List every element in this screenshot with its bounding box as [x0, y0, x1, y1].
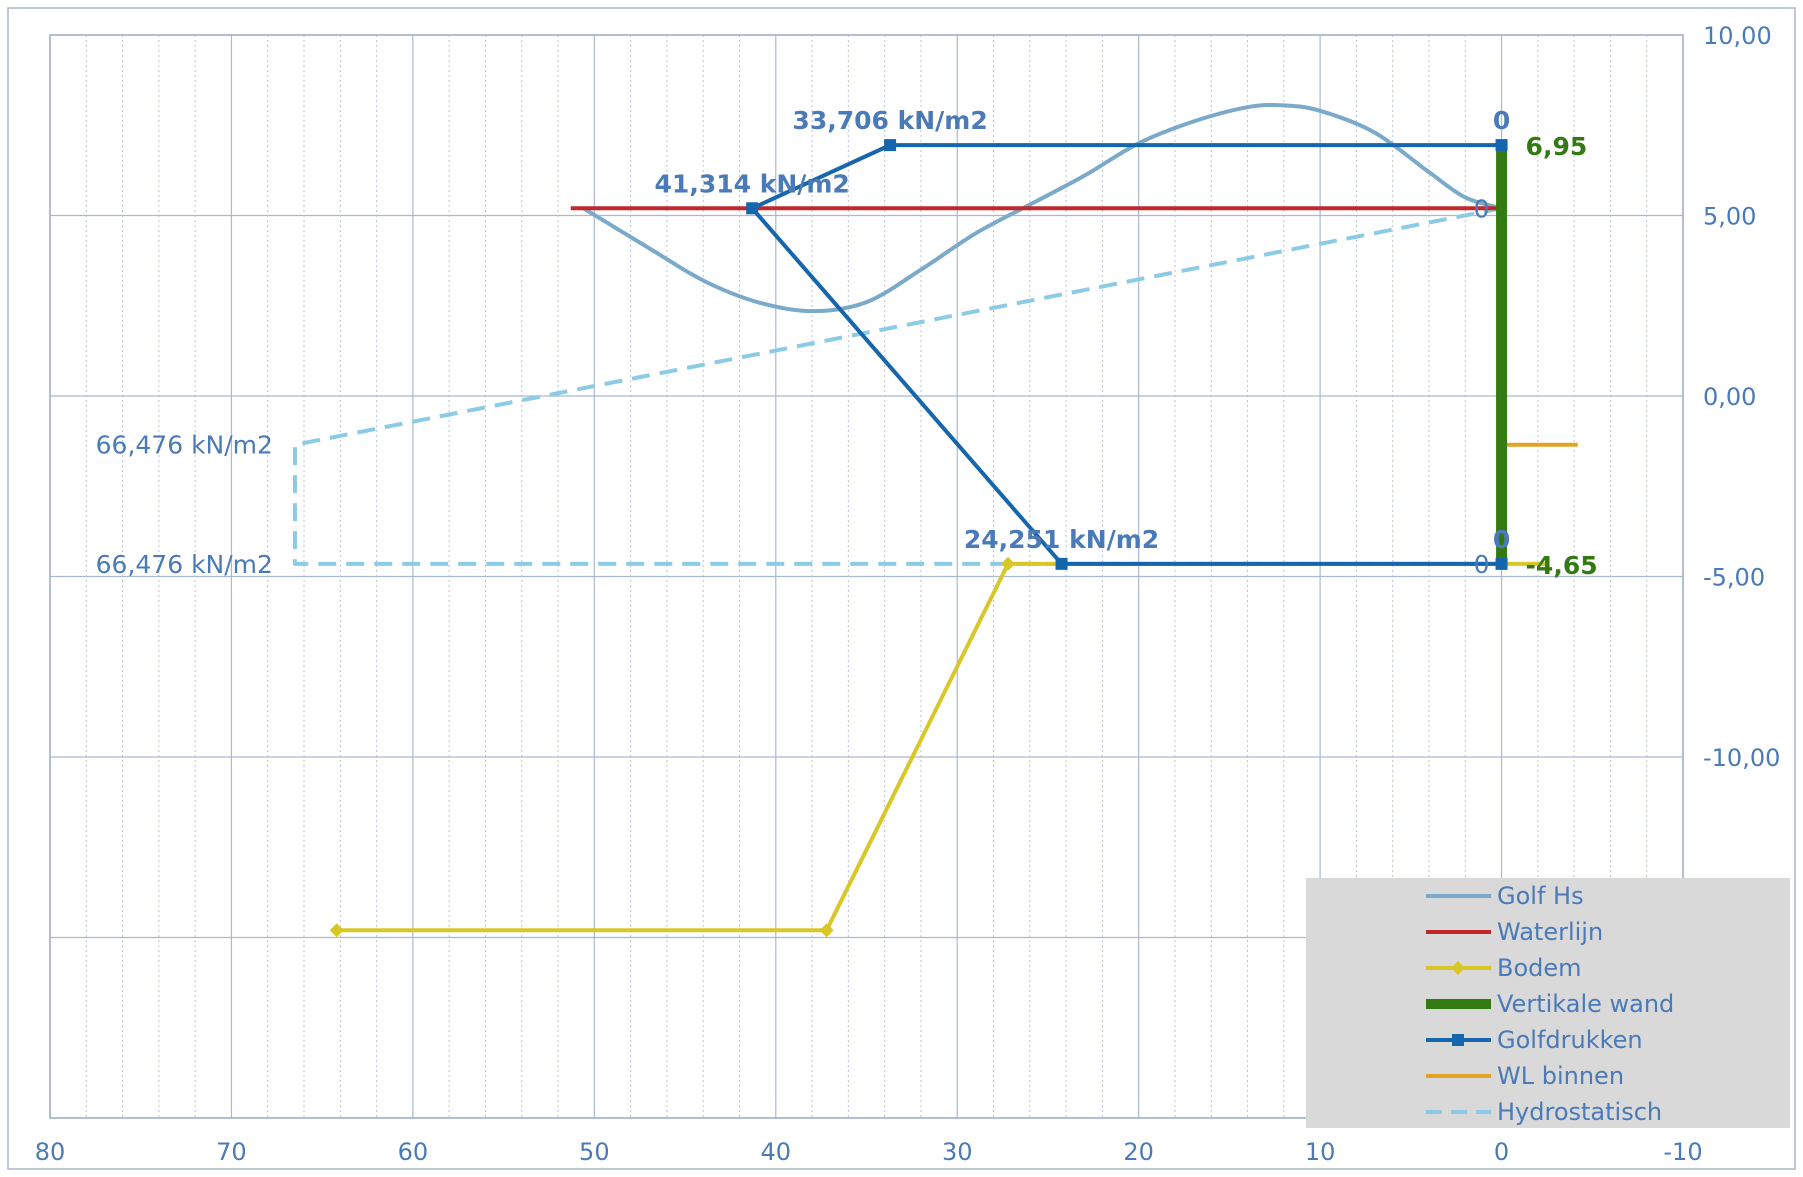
data-label: 0: [1474, 550, 1490, 579]
legend-item-wl-binnen: WL binnen: [1426, 1062, 1624, 1090]
series-layer: [292, 102, 1578, 938]
legend-label-bodem: Bodem: [1497, 954, 1582, 982]
data-label: 6,95: [1526, 132, 1588, 161]
x-tick-label: -10: [1663, 1138, 1702, 1166]
legend: Golf Hs Waterlijn Bodem Vertikale wand Golfd…: [1306, 878, 1790, 1128]
series-golfdrukken: [746, 139, 1508, 570]
legend-item-golfdrukken: Golfdrukken: [1426, 1026, 1643, 1054]
legend-label-vertikale-wand: Vertikale wand: [1497, 990, 1674, 1018]
legend-label-waterlijn: Waterlijn: [1497, 918, 1603, 946]
y-axis-tick-labels: 10,00 5,00 0,00 -5,00 -10,00: [1703, 22, 1780, 772]
data-point-bodem: [1001, 556, 1016, 571]
x-axis-tick-labels: 80 70 60 50 40 30 20 10 0 -10: [35, 1138, 1703, 1166]
series-bodem: [329, 556, 1547, 938]
x-tick-label: 70: [216, 1138, 247, 1166]
data-label: 66,476 kN/m2: [96, 431, 273, 460]
chart-outer-border: [7, 7, 1796, 1170]
y-tick-label: 0,00: [1703, 383, 1756, 411]
data-label: 0: [1474, 194, 1490, 223]
y-tick-label: -10,00: [1703, 744, 1780, 772]
y-tick-label: 5,00: [1703, 203, 1756, 231]
legend-background: [1306, 878, 1790, 1128]
data-label: 24,251 kN/m2: [964, 525, 1159, 554]
series-line-hydrostatisch: [292, 206, 1502, 566]
legend-label-golf-hs: Golf Hs: [1497, 882, 1584, 910]
legend-item-waterlijn: Waterlijn: [1426, 918, 1603, 946]
legend-item-golf-hs: Golf Hs: [1426, 882, 1584, 910]
legend-marker-bodem: [1451, 961, 1465, 975]
x-tick-label: 20: [1123, 1138, 1154, 1166]
legend-label-golfdrukken: Golfdrukken: [1497, 1026, 1643, 1054]
data-point-golfdrukken: [1495, 557, 1508, 570]
legend-item-hydrostatisch: Hydrostatisch: [1426, 1098, 1662, 1126]
x-tick-label: 10: [1305, 1138, 1336, 1166]
x-tick-label: 60: [398, 1138, 429, 1166]
data-point-golfdrukken: [1495, 139, 1508, 152]
y-tick-label: -5,00: [1703, 564, 1765, 592]
legend-item-bodem: Bodem: [1426, 954, 1582, 982]
series-line-golf-hs: [582, 102, 1503, 314]
series-hydrostatisch: [292, 206, 1502, 566]
x-tick-label: 0: [1494, 1138, 1509, 1166]
data-point-golfdrukken: [884, 139, 897, 152]
x-tick-label: 50: [579, 1138, 610, 1166]
legend-item-vertikale-wand: Vertikale wand: [1426, 990, 1674, 1018]
legend-label-hydrostatisch: Hydrostatisch: [1497, 1098, 1662, 1126]
data-label: 33,706 kN/m2: [792, 106, 987, 135]
data-label: -4,65: [1526, 551, 1598, 580]
data-point-bodem: [819, 923, 834, 938]
data-point-bodem: [329, 923, 344, 938]
data-point-golfdrukken: [746, 202, 759, 215]
x-tick-label: 40: [761, 1138, 792, 1166]
legend-label-wl-binnen: WL binnen: [1497, 1062, 1624, 1090]
x-tick-label: 80: [35, 1138, 66, 1166]
y-tick-label: 10,00: [1703, 22, 1772, 50]
series-golf-hs: [582, 102, 1503, 314]
data-label: 41,314 kN/m2: [655, 169, 850, 198]
legend-marker-golfdrukken: [1452, 1034, 1464, 1046]
data-point-golfdrukken: [1055, 557, 1068, 570]
data-label: 66,476 kN/m2: [96, 550, 273, 579]
x-tick-label: 30: [942, 1138, 973, 1166]
plot-area-border: [49, 34, 1684, 1119]
data-label: 0: [1493, 106, 1510, 135]
data-label: 0: [1493, 525, 1510, 554]
